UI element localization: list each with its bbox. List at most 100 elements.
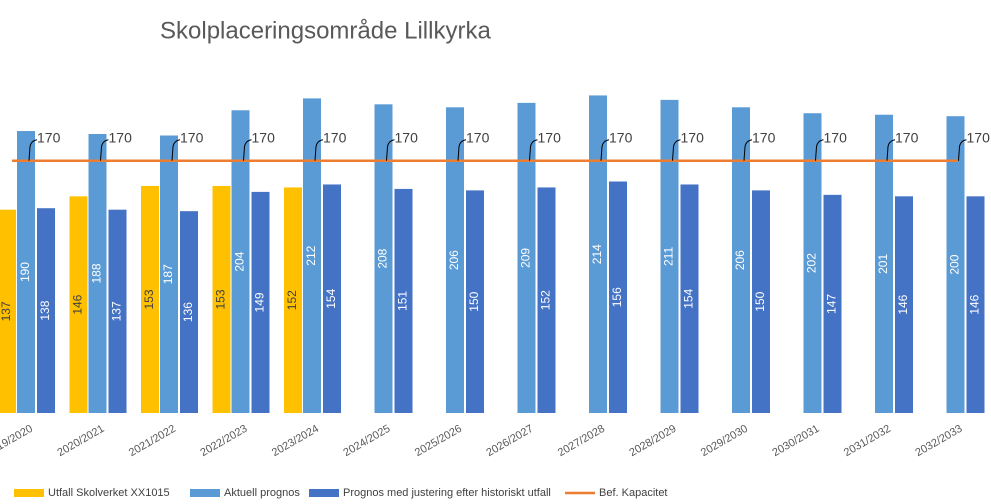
bar [374,104,393,413]
bar [946,116,965,413]
x-tick-label: 2030/2031 [770,423,821,459]
data-label: 187 [161,264,175,284]
data-label: 209 [519,248,533,268]
data-label: 154 [324,288,338,308]
leader-line [314,139,324,161]
x-tick-label: 2024/2025 [341,423,392,459]
data-label: 146 [896,294,910,314]
x-tick-label: 2029/2030 [699,423,750,459]
data-label: 211 [662,247,676,266]
x-tick-label: 2027/2028 [556,423,607,459]
data-label: 201 [876,254,890,274]
data-label: 170 [180,129,204,145]
bar [446,107,464,414]
bar [108,209,127,413]
data-label: 170 [824,129,848,145]
bar [752,190,770,413]
data-label: 151 [396,291,410,311]
x-tick-label: 2022/2023 [198,423,249,459]
data-label: 152 [285,290,299,310]
data-label: 170 [681,129,705,145]
data-label: 170 [323,129,347,145]
leader-line [600,139,610,161]
x-tick-label: 2026/2027 [484,423,535,459]
leader-line [100,139,109,161]
data-label: 170 [752,129,776,145]
leader-line [171,139,181,161]
data-label: 152 [539,290,553,310]
bar [323,184,341,413]
bar [537,187,556,413]
leader-line [243,139,252,161]
data-label: 146 [71,294,85,314]
legend-swatch [309,489,339,497]
bar [609,181,627,413]
bar [69,196,88,413]
leader-line [815,139,824,161]
bar [284,187,302,413]
bar [303,98,321,413]
x-tick-label: 2020/2021 [55,423,106,459]
x-tick-label: 2023/2024 [270,423,321,459]
leader-line [672,139,681,161]
data-label: 137 [0,301,13,321]
data-label: 170 [109,129,133,145]
leader-line [457,139,467,161]
bar [88,134,107,413]
data-label: 156 [610,287,624,307]
data-label: 137 [110,301,124,321]
bar [823,194,842,413]
bar [517,102,536,414]
data-label: 149 [253,292,267,312]
legend-label: Prognos med justering efter historiskt u… [343,487,551,499]
leader-line [529,139,538,161]
bar [180,211,198,413]
data-label: 170 [538,129,562,145]
data-label: 170 [895,129,919,145]
bar [160,135,178,413]
data-label: 154 [682,288,696,308]
legend-label: Bef. Kapacitet [599,487,668,499]
x-tick-label: 2021/2022 [127,423,178,459]
data-label: 170 [609,129,633,145]
data-label: 202 [805,253,819,273]
x-tick-label: 2031/2032 [842,423,893,459]
bar [466,190,484,413]
bar [37,208,55,413]
data-label: 150 [467,291,481,311]
bar [589,95,607,413]
leader-line [386,139,395,161]
bar [212,185,231,413]
bar [394,188,413,413]
data-label: 212 [304,245,318,265]
x-tick-label: 2019/2020 [0,423,35,459]
data-label: 170 [37,129,61,145]
data-label: 208 [376,248,390,268]
bar [141,185,159,413]
x-tick-label: 2025/2026 [413,423,464,459]
data-label: 170 [395,129,419,145]
data-label: 214 [590,244,604,264]
bar [875,114,893,413]
data-label: 204 [233,251,247,271]
chart-title: Skolplaceringsområde Lillkyrka [160,17,491,44]
data-label: 170 [466,129,490,145]
leader-line [743,139,753,161]
x-tick-label: 2028/2029 [627,423,678,459]
bar [680,184,699,413]
x-tick-label: 2032/2033 [913,423,964,459]
bar [251,191,270,413]
bar [231,110,250,413]
bar [895,196,913,413]
bar [966,196,985,413]
leader-line [886,139,896,161]
bar [732,107,750,414]
data-label: 153 [214,289,228,309]
data-label: 147 [825,294,839,314]
bar [17,131,35,414]
data-label: 150 [753,291,767,311]
data-label: 153 [142,289,156,309]
legend-swatch [190,489,220,497]
data-label: 136 [181,302,195,322]
